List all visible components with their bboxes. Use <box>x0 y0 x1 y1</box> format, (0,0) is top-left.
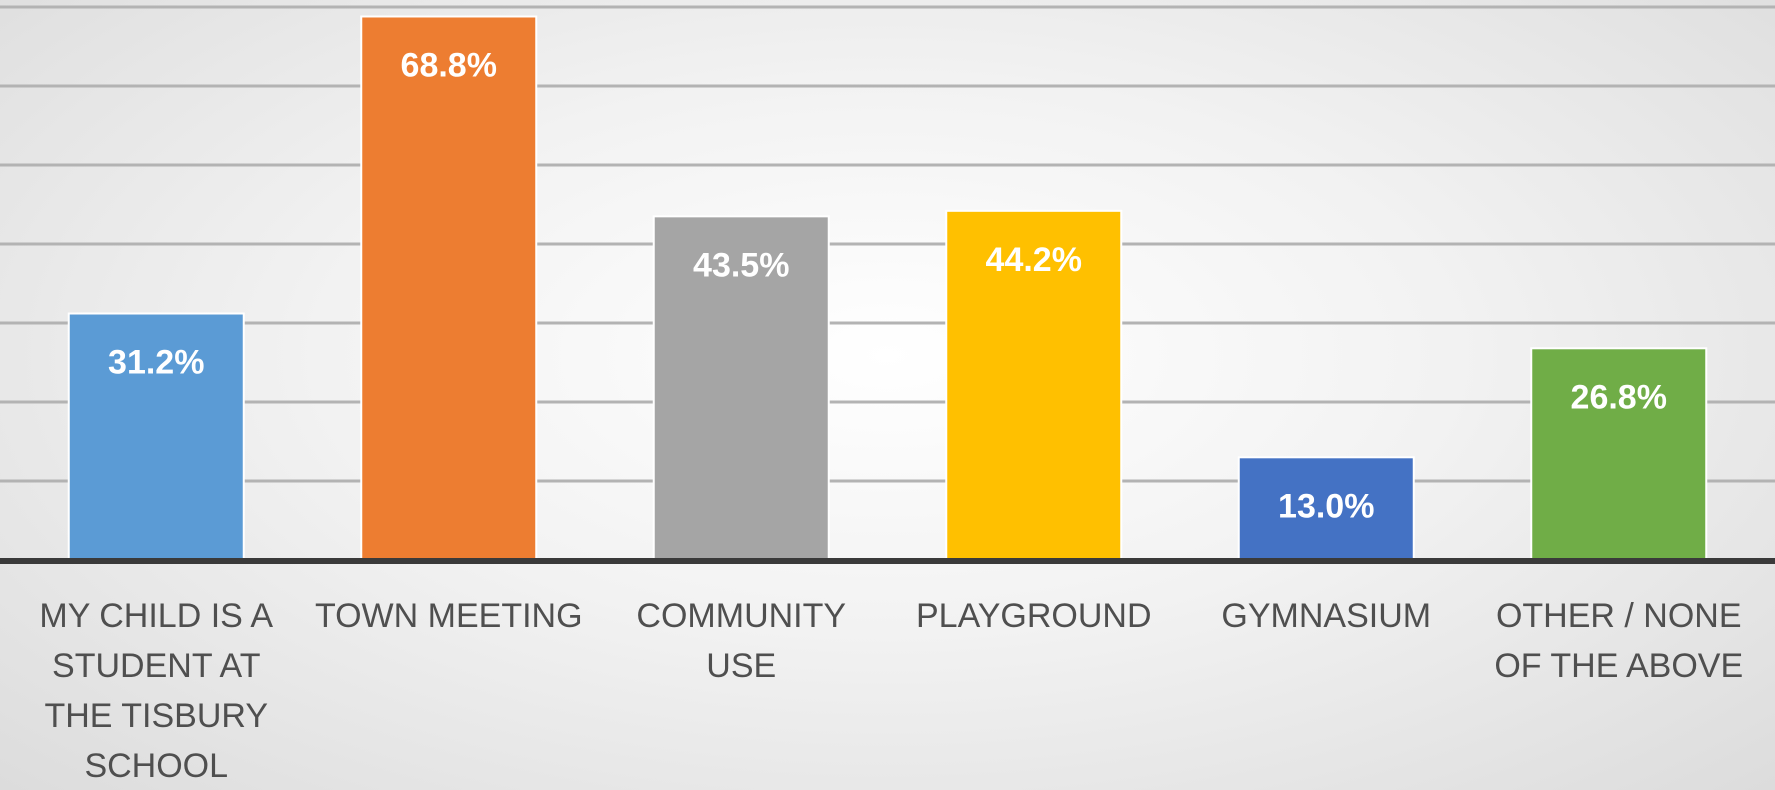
data-label: 44.2% <box>986 241 1082 279</box>
x-tick-label: OTHER / NONE OF THE ABOVE <box>1494 597 1743 685</box>
data-label: 31.2% <box>108 344 204 382</box>
x-tick-label: COMMUNITY USE <box>636 597 846 685</box>
x-tick-label: MY CHILD IS A STUDENT AT THE TISBURY SCHOOL <box>39 597 273 785</box>
x-tick-label: PLAYGROUND <box>916 597 1152 635</box>
data-label: 13.0% <box>1278 487 1374 525</box>
x-tick-label-line: GYMNASIUM <box>1221 597 1431 635</box>
x-tick-label-line: OF THE ABOVE <box>1494 647 1743 685</box>
x-tick-label-line: PLAYGROUND <box>916 597 1152 635</box>
x-tick-label-line: MY CHILD IS A <box>39 597 273 635</box>
bars: 31.2% 68.8% 43.5% 44.2% 13.0% 26.8% <box>67 15 1708 562</box>
x-tick-label: GYMNASIUM <box>1221 597 1431 635</box>
bar <box>1237 456 1415 561</box>
bar <box>360 15 538 562</box>
x-tick-label-line: TOWN MEETING <box>315 597 583 635</box>
data-label: 26.8% <box>1571 378 1667 416</box>
x-tick-label-line: SCHOOL <box>84 747 228 785</box>
data-label: 43.5% <box>693 246 789 284</box>
x-tick-label: TOWN MEETING <box>315 597 583 635</box>
x-tick-label-line: USE <box>706 647 776 685</box>
x-tick-label-line: STUDENT AT <box>52 647 260 685</box>
bar <box>652 215 830 561</box>
data-label: 68.8% <box>401 46 497 84</box>
x-tick-label-line: COMMUNITY <box>636 597 846 635</box>
gridlines <box>0 5 1775 483</box>
x-tick-label-line: OTHER / NONE <box>1496 597 1742 635</box>
bar <box>945 209 1123 561</box>
x-tick-label-line: THE TISBURY <box>44 697 268 735</box>
category-labels: MY CHILD IS A STUDENT AT THE TISBURY SCHOOL… <box>39 597 1743 785</box>
bar <box>1530 347 1708 561</box>
